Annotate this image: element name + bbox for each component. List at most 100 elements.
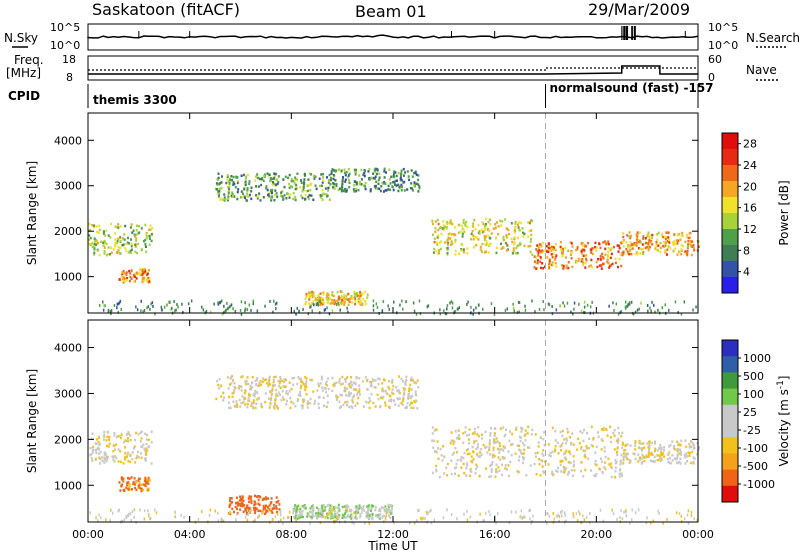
range-cell [634,252,637,256]
range-cell [288,516,290,520]
range-cell [385,171,387,174]
range-cell [347,513,349,517]
range-cell [627,235,630,238]
range-cell [554,429,557,433]
range-cell [468,433,471,436]
range-cell [640,442,643,445]
range-cell [475,306,477,310]
range-cell [514,222,517,225]
range-cell [548,262,551,265]
range-cell [117,248,120,252]
range-cell [692,308,694,312]
range-cell [256,398,259,401]
range-cell [271,191,273,194]
range-cell [232,307,234,311]
range-cell [443,472,446,475]
range-cell [445,466,448,470]
range-cell [346,508,348,512]
range-cell [120,433,123,436]
range-cell [619,463,622,466]
range-cell [271,188,274,192]
range-cell [677,443,680,447]
range-cell [148,277,151,281]
range-cell [352,388,355,391]
range-cell [465,434,468,437]
range-cell [534,452,537,455]
range-cell [222,399,225,402]
range-cell [613,245,615,249]
range-cell [141,273,144,276]
range-cell [554,439,557,442]
range-cell [549,455,552,458]
range-cell [604,253,607,256]
range-cell [528,509,530,513]
range-cell [145,442,148,446]
range-cell [222,519,225,523]
range-cell [687,236,690,240]
range-cell [547,242,550,246]
range-cell [146,278,149,282]
range-cell [223,196,226,199]
range-cell [460,248,463,251]
range-cell [149,517,152,521]
range-cell [359,294,362,297]
range-cell [598,264,601,267]
range-cell [347,303,350,306]
range-cell [105,455,108,458]
range-cell [93,225,95,229]
range-cell [149,307,151,311]
range-cell [352,401,354,404]
range-cell [137,456,140,459]
range-cell [332,383,335,387]
range-cell [103,304,105,308]
range-cell [205,309,208,313]
range-cell [236,501,239,504]
range-cell [642,237,645,240]
range-cell [364,182,367,185]
range-cell [431,432,434,435]
range-cell [285,390,288,393]
range-cell [495,246,498,250]
range-cell [353,388,356,391]
range-cell [651,441,654,445]
range-cell [141,280,144,284]
range-cell [624,453,627,457]
range-cell [522,235,525,238]
range-cell [625,452,628,455]
range-cell [378,187,381,191]
range-cell [227,198,229,202]
range-cell [124,247,127,250]
range-cell [622,239,625,242]
range-cell [558,515,561,518]
range-cell [641,460,644,464]
range-cell [326,292,329,295]
range-cell [345,298,347,301]
range-cell [521,427,524,431]
range-cell [126,481,129,485]
range-cell [125,249,128,253]
range-cell [255,194,258,197]
range-cell [94,442,97,445]
range-cell [387,503,390,507]
range-cell [219,300,222,304]
range-cell [620,472,623,475]
range-cell [489,464,492,467]
range-cell [320,184,323,187]
range-cell [132,229,135,232]
range-cell [518,455,521,458]
range-cell [218,187,221,191]
range-cell [413,184,416,187]
range-cell [122,480,125,483]
range-cell [171,306,173,310]
range-cell [450,233,453,236]
range-cell [585,258,588,262]
range-cell [321,386,324,389]
range-cell [656,249,659,252]
range-cell [688,454,691,457]
range-cell [352,188,355,191]
range-cell [487,251,490,254]
range-cell [660,451,663,454]
range-cell [466,303,468,306]
range-cell [390,175,393,179]
range-cell [615,460,618,464]
